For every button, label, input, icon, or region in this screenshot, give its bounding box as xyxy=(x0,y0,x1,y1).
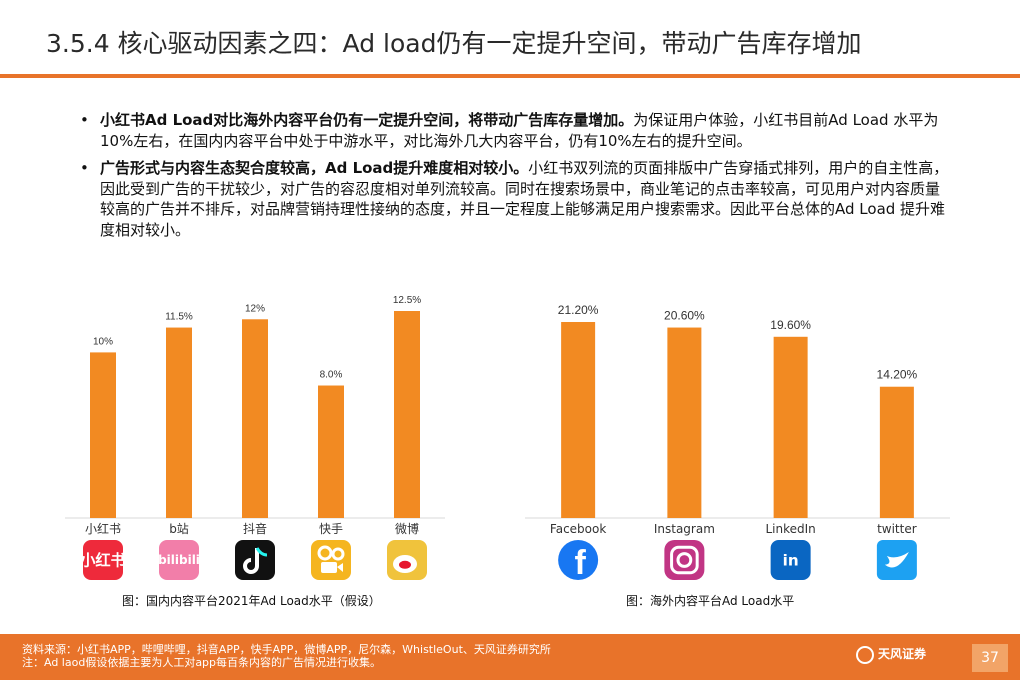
data-label: 20.60% xyxy=(664,309,705,323)
icon-body xyxy=(321,562,337,573)
bar xyxy=(667,327,702,518)
icon-shape xyxy=(770,540,811,580)
category-label: 快手 xyxy=(319,522,343,536)
page-number: 37 xyxy=(972,644,1008,672)
icon-bird xyxy=(884,552,909,568)
category-label: LinkedIn xyxy=(765,522,815,536)
instagram-icon xyxy=(664,540,705,580)
bullet-text: 小红书双列流的页面排版中广告穿插式排列，用户的自主性高，因此受到广告的干扰较少，… xyxy=(100,159,949,239)
kuaishou-icon xyxy=(311,540,351,580)
category-label: Instagram xyxy=(654,522,715,536)
bar xyxy=(90,352,116,518)
bullet-dot: • xyxy=(80,111,89,129)
bullet-bold: 小红书Ad Load对比海外内容平台仍有一定提升空间，将带动广告库存量增加。 xyxy=(100,111,634,129)
bar xyxy=(318,385,344,518)
bar xyxy=(773,336,808,518)
category-label: Facebook xyxy=(550,522,606,536)
icon-note-accent xyxy=(255,547,268,557)
linkedin-icon: in xyxy=(770,540,811,580)
icon-text: bilibili xyxy=(158,553,200,567)
bullet-item: • 小红书Ad Load对比海外内容平台仍有一定提升空间，将带动广告库存量增加。… xyxy=(80,110,950,151)
twitter-icon xyxy=(876,540,917,580)
icon-tail xyxy=(337,563,343,572)
icon-lens-left xyxy=(317,545,333,561)
icon-lens-right xyxy=(331,547,345,561)
title-divider xyxy=(0,74,1020,78)
bullet-bold: 广告形式与内容生态契合度较高，Ad Load提升难度相对较小。 xyxy=(100,159,529,177)
bar xyxy=(879,386,914,518)
icon-glyph: f xyxy=(574,544,586,582)
bar xyxy=(166,327,192,518)
bilibili-icon: bilibili xyxy=(158,540,200,580)
xiaohongshu-icon: 小红书 xyxy=(80,540,126,580)
brand-name: 天风证券 xyxy=(878,647,927,661)
brand-logo: 天风证券 xyxy=(856,645,926,664)
page-title: 3.5.4 核心驱动因素之四：Ad load仍有一定提升空间，带动广告库存增加 xyxy=(46,29,862,58)
icon-shape xyxy=(83,540,123,580)
data-label: 12.5% xyxy=(393,295,421,306)
note-text: 注：Ad laod假设依据主要为人工对app每百条内容的广告情况进行收集。 xyxy=(22,656,382,669)
icon-pupil xyxy=(399,560,411,569)
bullet-dot: • xyxy=(80,159,89,177)
data-label: 8.0% xyxy=(320,370,343,381)
data-label: 10% xyxy=(93,336,113,347)
data-label: 14.20% xyxy=(877,368,918,382)
icon-frame xyxy=(670,545,699,575)
bar xyxy=(561,322,596,518)
data-label: 19.60% xyxy=(770,318,811,332)
bullet-item: • 广告形式与内容生态契合度较高，Ad Load提升难度相对较小。小红书双列流的… xyxy=(80,158,950,240)
icon-note xyxy=(243,548,259,574)
category-label: 抖音 xyxy=(243,521,267,536)
chart-caption-overseas: 图：海外内容平台Ad Load水平 xyxy=(626,594,795,608)
icon-shape xyxy=(159,540,199,580)
bullet-text: 为保证用户体验，小红书目前Ad Load 水平为10%左右，在国内内容平台中处于… xyxy=(100,111,939,150)
icon-lens xyxy=(676,552,693,568)
bar xyxy=(394,311,420,518)
category-label: b站 xyxy=(169,522,189,536)
weibo-icon xyxy=(387,540,427,580)
icon-shape xyxy=(558,540,599,580)
data-label: 21.20% xyxy=(558,303,599,317)
category-label: 微博 xyxy=(395,521,419,536)
brand-icon xyxy=(856,645,874,664)
data-label: 11.5% xyxy=(165,312,193,323)
data-label: 12% xyxy=(245,303,265,314)
icon-text: in xyxy=(783,551,799,569)
bullet-list: • 小红书Ad Load对比海外内容平台仍有一定提升空间，将带动广告库存量增加。… xyxy=(80,110,950,247)
chart-caption-domestic: 图：国内内容平台2021年Ad Load水平（假设） xyxy=(122,594,381,608)
bar xyxy=(242,319,268,518)
douyin-icon xyxy=(235,540,275,580)
category-label: twitter xyxy=(877,522,917,536)
icon-text: 小红书 xyxy=(80,551,126,569)
facebook-icon: f xyxy=(558,540,599,582)
footer-source: 资料来源：小红书APP，哔哩哔哩，抖音APP，快手APP，微博APP，尼尔森，W… xyxy=(22,643,551,669)
category-label: 小红书 xyxy=(85,521,121,536)
footer-bar xyxy=(0,634,1020,680)
source-text: 资料来源：小红书APP，哔哩哔哩，抖音APP，快手APP，微博APP，尼尔森，W… xyxy=(22,643,551,656)
